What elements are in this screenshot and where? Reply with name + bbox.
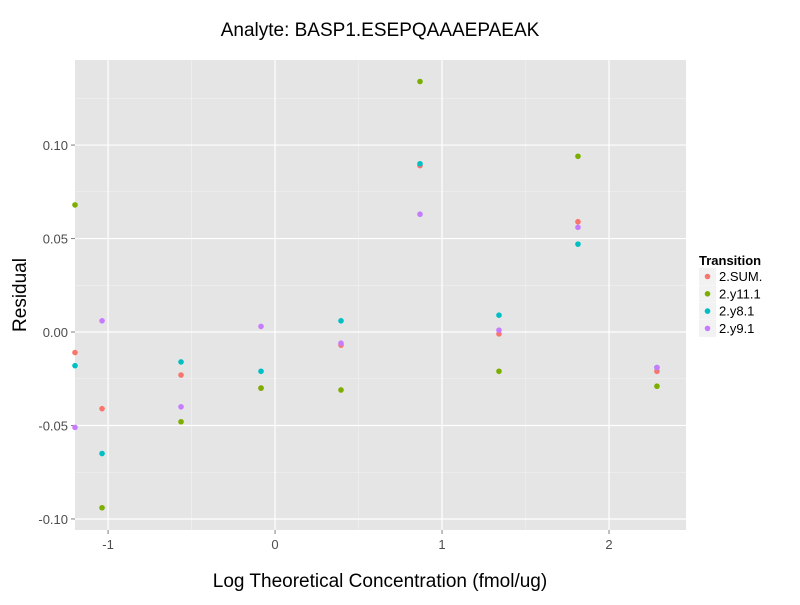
x-tick-label: 0 xyxy=(271,537,278,552)
x-axis-label: Log Theoretical Concentration (fmol/ug) xyxy=(213,571,547,592)
legend-label: 2.y8.1 xyxy=(719,304,754,319)
chart-title: Analyte: BASP1.ESEPQAAAEPAEAK xyxy=(221,20,540,41)
legend: Transition 2.SUM. 2.y11.1 2.y8.1 2.y9.1 xyxy=(699,253,762,337)
x-tick-label: -1 xyxy=(102,537,114,552)
y-tick-label: 0.10 xyxy=(43,138,68,153)
data-point-2-y8-1 xyxy=(258,368,264,375)
data-point-2-y8-1 xyxy=(417,160,423,167)
data-point-2-y9-1 xyxy=(72,424,78,431)
data-point-2-SUM xyxy=(575,218,581,225)
y-tick-label: 0.00 xyxy=(43,325,68,340)
data-point-2-SUM xyxy=(99,405,105,412)
data-point-2-y9-1 xyxy=(338,340,344,347)
legend-marker xyxy=(704,273,711,280)
data-point-2-y11-1 xyxy=(99,504,105,511)
legend-marker xyxy=(704,308,711,314)
legend-label: 2.y9.1 xyxy=(719,321,754,336)
data-point-2-SUM xyxy=(178,372,184,378)
legend-marker xyxy=(704,291,711,297)
legend-label: 2.y11.1 xyxy=(719,286,761,301)
data-point-2-y9-1 xyxy=(654,364,660,371)
data-point-2-y11-1 xyxy=(496,368,502,375)
data-point-2-y8-1 xyxy=(338,317,344,324)
legend-label: 2.SUM. xyxy=(719,269,762,284)
legend-title: Transition xyxy=(699,253,761,268)
data-point-2-y11-1 xyxy=(178,418,184,425)
legend-marker xyxy=(704,325,711,332)
data-point-2-y8-1 xyxy=(496,312,502,318)
data-point-2-y11-1 xyxy=(338,387,344,393)
data-point-2-y8-1 xyxy=(178,359,184,365)
data-point-2-y9-1 xyxy=(417,211,423,218)
data-point-2-y9-1 xyxy=(258,323,264,330)
plot-panel xyxy=(75,60,686,530)
data-point-2-y9-1 xyxy=(178,403,184,410)
data-point-2-y8-1 xyxy=(575,241,581,247)
data-point-2-y11-1 xyxy=(654,383,660,390)
data-point-2-y9-1 xyxy=(99,317,105,324)
y-tick-label: 0.05 xyxy=(43,232,68,247)
data-point-2-y8-1 xyxy=(72,362,78,369)
y-axis-label: Residual xyxy=(10,258,31,332)
data-point-2-y11-1 xyxy=(575,153,581,160)
data-point-2-y8-1 xyxy=(99,450,105,457)
data-point-2-y11-1 xyxy=(417,78,423,85)
data-point-2-y9-1 xyxy=(496,327,502,333)
data-point-2-y11-1 xyxy=(258,385,264,391)
y-tick-label: -0.10 xyxy=(38,512,68,527)
x-tick-label: 1 xyxy=(438,537,445,552)
data-point-2-y11-1 xyxy=(72,202,78,208)
data-point-2-SUM xyxy=(72,349,78,356)
x-tick-label: 2 xyxy=(605,537,612,552)
y-tick-label: -0.05 xyxy=(38,418,68,433)
data-point-2-y9-1 xyxy=(575,224,581,231)
